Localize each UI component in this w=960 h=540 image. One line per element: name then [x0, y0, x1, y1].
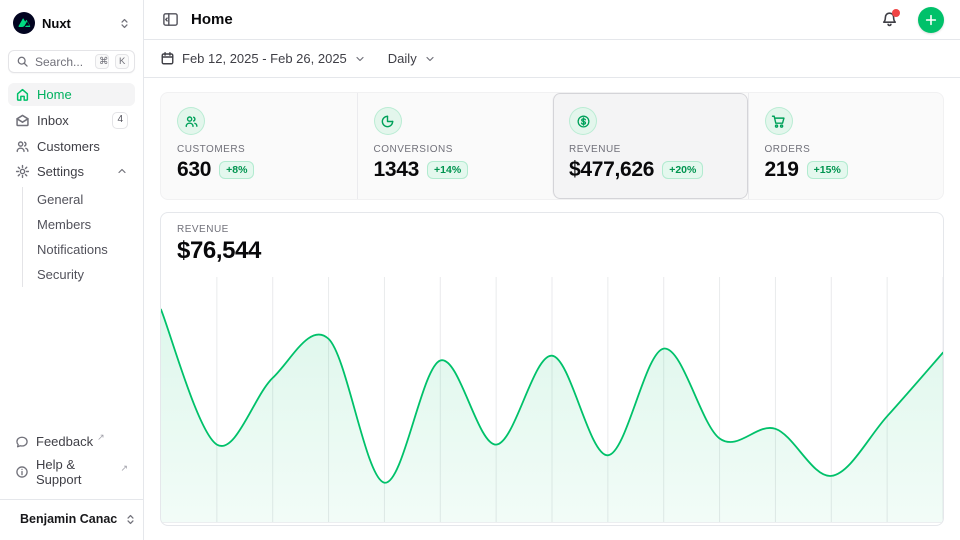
stat-delta-badge: +8%	[219, 160, 255, 180]
add-button[interactable]	[918, 6, 944, 33]
chevron-up-icon	[116, 165, 128, 177]
feedback-link[interactable]: Feedback ↗	[8, 430, 135, 453]
stat-card-orders[interactable]: ORDERS 219 +15%	[747, 93, 944, 199]
search-input[interactable]	[35, 54, 89, 69]
sidebar-nav: Home Inbox 4 Customers Settings	[8, 83, 135, 185]
brand-name: Nuxt	[42, 15, 71, 31]
chart-line	[161, 308, 943, 484]
sidebar: Nuxt ⌘ K Home Inbox 4 Customers Settings	[0, 0, 144, 540]
notification-dot	[892, 9, 900, 17]
sidebar-spacer	[8, 289, 135, 430]
kbd-k: K	[115, 54, 129, 70]
sidebar-item-notifications[interactable]: Notifications	[37, 241, 108, 257]
period-label: Daily	[387, 51, 417, 66]
panel-left-close-icon	[163, 13, 178, 26]
stat-label: CUSTOMERS	[177, 144, 246, 155]
sidebar-item-label: Customers	[37, 138, 100, 154]
settings-subnav: General Members Notifications Security	[22, 186, 135, 287]
chart-plot-area[interactable]	[161, 277, 943, 522]
users-icon	[16, 141, 29, 152]
sidebar-item-label: Settings	[37, 163, 84, 179]
chevron-up-down-icon	[118, 17, 131, 30]
revenue-chart-svg	[161, 277, 943, 522]
plus-icon	[925, 14, 937, 25]
chart-area-fill	[161, 309, 943, 522]
nuxt-logo-icon	[13, 12, 35, 34]
user-menu[interactable]: Benjamin Canac	[8, 500, 135, 532]
team-switcher[interactable]: Nuxt	[8, 8, 135, 38]
chart-x-axis: 14 Feb16 Feb18 Feb20 Feb22 Feb24 Feb	[161, 522, 943, 525]
pie-chart-icon	[381, 115, 394, 127]
stat-value: 219	[764, 158, 799, 181]
stat-label: CONVERSIONS	[373, 144, 453, 155]
info-circle-icon	[16, 466, 28, 478]
stat-label: ORDERS	[764, 144, 811, 155]
dollar-circle-icon	[577, 115, 589, 127]
stat-value: $477,626	[569, 158, 655, 181]
sidebar-divider	[0, 499, 143, 500]
sidebar-item-security[interactable]: Security	[37, 266, 84, 282]
help-support-link[interactable]: Help & Support ↗	[8, 453, 135, 491]
topbar: Home	[144, 0, 960, 40]
external-link-icon: ↗	[120, 462, 128, 473]
date-range-picker[interactable]: Feb 12, 2025 - Feb 26, 2025	[160, 51, 366, 66]
page-title: Home	[191, 11, 233, 28]
stat-card-revenue[interactable]: REVENUE $477,626 +20%	[552, 93, 748, 199]
sidebar-item-members[interactable]: Members	[37, 216, 92, 232]
stat-card-customers[interactable]: CUSTOMERS 630 +8%	[161, 93, 357, 199]
sidebar-item-inbox[interactable]: Inbox 4	[8, 108, 135, 133]
cart-icon	[771, 115, 785, 128]
content-area: CUSTOMERS 630 +8% CONVERSIONS 1343 +14% …	[144, 78, 960, 540]
period-select[interactable]: Daily	[388, 51, 436, 66]
external-link-icon: ↗	[97, 432, 105, 442]
calendar-icon	[161, 51, 174, 65]
search-icon	[17, 56, 28, 67]
sidebar-item-customers[interactable]: Customers	[8, 135, 135, 158]
chevron-up-down-icon	[124, 513, 137, 526]
notifications-button[interactable]	[879, 9, 900, 30]
search-box[interactable]: ⌘ K	[8, 50, 135, 74]
stat-value: 1343	[373, 158, 420, 181]
main-panel: Home Feb 12, 2025 - Feb 26, 2025 Daily C…	[144, 0, 960, 540]
gear-icon	[15, 164, 30, 178]
stat-card-conversions[interactable]: CONVERSIONS 1343 +14%	[356, 93, 553, 199]
inbox-count-badge: 4	[112, 112, 128, 129]
user-name: Benjamin Canac	[20, 512, 118, 526]
stat-delta-badge: +14%	[427, 160, 469, 180]
stat-delta-badge: +20%	[662, 160, 704, 180]
chart-header: REVENUE $76,544	[161, 213, 943, 277]
stat-label: REVENUE	[569, 144, 621, 155]
sidebar-item-settings[interactable]: Settings	[8, 160, 135, 183]
chat-bubble-icon	[16, 436, 28, 447]
filter-toolbar: Feb 12, 2025 - Feb 26, 2025 Daily	[144, 40, 960, 78]
sidebar-item-home[interactable]: Home	[8, 83, 135, 107]
sidebar-item-label: Inbox	[37, 113, 69, 129]
stat-value: 630	[177, 158, 212, 181]
chevron-down-icon	[426, 56, 434, 61]
kbd-meta: ⌘	[95, 54, 109, 70]
chart-title: REVENUE	[177, 224, 229, 235]
stats-row: CUSTOMERS 630 +8% CONVERSIONS 1343 +14% …	[160, 92, 944, 200]
chevron-down-icon	[356, 56, 364, 61]
chart-current-value: $76,544	[177, 237, 261, 264]
sidebar-collapse-button[interactable]	[160, 9, 181, 30]
users-icon	[185, 115, 198, 127]
home-icon	[16, 89, 29, 102]
sidebar-item-general[interactable]: General	[37, 191, 84, 207]
revenue-chart-card: REVENUE $76,544 14 Feb16 Feb18 Feb20	[160, 212, 944, 526]
feedback-label: Feedback	[36, 434, 94, 449]
date-range-label: Feb 12, 2025 - Feb 26, 2025	[182, 51, 347, 66]
sidebar-item-label: Home	[37, 87, 72, 103]
help-support-label: Help & Support	[36, 457, 82, 487]
stat-delta-badge: +15%	[806, 160, 848, 180]
inbox-icon	[16, 114, 29, 127]
